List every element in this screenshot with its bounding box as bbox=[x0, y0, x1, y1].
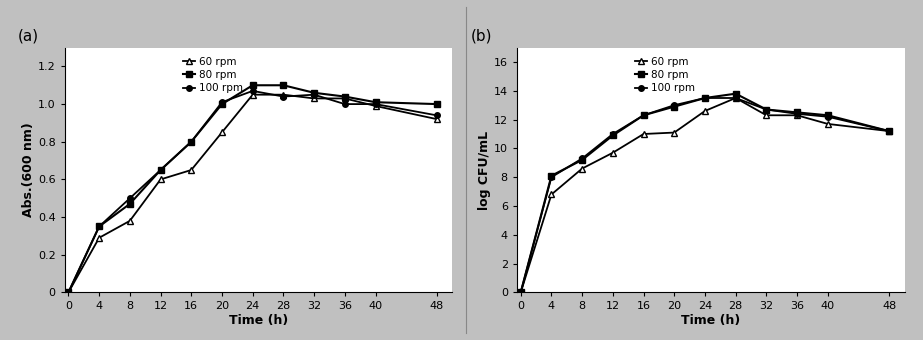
Text: (a): (a) bbox=[18, 28, 39, 43]
100 rpm bbox=[607, 132, 618, 136]
60 rpm bbox=[63, 290, 74, 294]
100 rpm bbox=[638, 113, 649, 117]
60 rpm bbox=[247, 92, 258, 97]
100 rpm bbox=[125, 196, 136, 200]
Legend: 60 rpm, 80 rpm, 100 rpm: 60 rpm, 80 rpm, 100 rpm bbox=[630, 53, 700, 97]
80 rpm bbox=[308, 91, 319, 95]
80 rpm bbox=[431, 102, 442, 106]
80 rpm bbox=[515, 290, 526, 294]
80 rpm bbox=[607, 133, 618, 137]
Line: 80 rpm: 80 rpm bbox=[518, 91, 892, 295]
60 rpm bbox=[883, 129, 894, 133]
100 rpm bbox=[792, 112, 803, 116]
60 rpm bbox=[577, 167, 588, 171]
80 rpm bbox=[545, 174, 557, 178]
100 rpm bbox=[545, 175, 557, 179]
100 rpm bbox=[822, 115, 833, 119]
80 rpm bbox=[216, 102, 227, 106]
80 rpm bbox=[340, 95, 351, 99]
80 rpm bbox=[577, 158, 588, 162]
60 rpm bbox=[93, 236, 104, 240]
Line: 100 rpm: 100 rpm bbox=[66, 88, 439, 295]
60 rpm bbox=[607, 151, 618, 155]
80 rpm bbox=[93, 224, 104, 228]
80 rpm bbox=[761, 107, 772, 112]
100 rpm bbox=[515, 290, 526, 294]
Line: 100 rpm: 100 rpm bbox=[518, 95, 892, 295]
60 rpm bbox=[216, 130, 227, 134]
80 rpm bbox=[668, 105, 679, 109]
100 rpm bbox=[340, 102, 351, 106]
60 rpm bbox=[761, 113, 772, 117]
100 rpm bbox=[370, 102, 381, 106]
100 rpm bbox=[700, 96, 711, 100]
80 rpm bbox=[247, 83, 258, 87]
60 rpm bbox=[668, 131, 679, 135]
100 rpm bbox=[668, 103, 679, 107]
60 rpm bbox=[822, 122, 833, 126]
80 rpm bbox=[883, 129, 894, 133]
60 rpm bbox=[545, 192, 557, 197]
80 rpm bbox=[155, 168, 166, 172]
100 rpm bbox=[431, 113, 442, 117]
100 rpm bbox=[63, 290, 74, 294]
100 rpm bbox=[93, 224, 104, 228]
Line: 60 rpm: 60 rpm bbox=[518, 95, 892, 295]
60 rpm bbox=[155, 177, 166, 182]
80 rpm bbox=[278, 83, 289, 87]
Legend: 60 rpm, 80 rpm, 100 rpm: 60 rpm, 80 rpm, 100 rpm bbox=[178, 53, 247, 97]
100 rpm bbox=[278, 95, 289, 99]
X-axis label: Time (h): Time (h) bbox=[229, 314, 288, 327]
60 rpm bbox=[792, 113, 803, 117]
Line: 80 rpm: 80 rpm bbox=[66, 83, 439, 295]
100 rpm bbox=[761, 107, 772, 112]
100 rpm bbox=[730, 96, 741, 100]
Y-axis label: Abs.(600 nm): Abs.(600 nm) bbox=[22, 123, 35, 217]
80 rpm bbox=[730, 92, 741, 96]
100 rpm bbox=[883, 129, 894, 133]
80 rpm bbox=[125, 202, 136, 206]
100 rpm bbox=[155, 168, 166, 172]
60 rpm bbox=[308, 97, 319, 101]
100 rpm bbox=[186, 140, 197, 144]
Line: 60 rpm: 60 rpm bbox=[66, 92, 439, 295]
80 rpm bbox=[186, 140, 197, 144]
60 rpm bbox=[186, 168, 197, 172]
60 rpm bbox=[638, 132, 649, 136]
60 rpm bbox=[125, 219, 136, 223]
100 rpm bbox=[247, 89, 258, 93]
80 rpm bbox=[792, 110, 803, 115]
60 rpm bbox=[370, 104, 381, 108]
Y-axis label: log CFU/mL: log CFU/mL bbox=[478, 131, 491, 209]
100 rpm bbox=[216, 100, 227, 104]
100 rpm bbox=[577, 156, 588, 160]
60 rpm bbox=[730, 96, 741, 100]
60 rpm bbox=[700, 109, 711, 113]
80 rpm bbox=[370, 100, 381, 104]
80 rpm bbox=[822, 113, 833, 117]
60 rpm bbox=[278, 92, 289, 97]
60 rpm bbox=[431, 117, 442, 121]
Text: (b): (b) bbox=[471, 28, 492, 43]
60 rpm bbox=[515, 290, 526, 294]
100 rpm bbox=[308, 92, 319, 97]
60 rpm bbox=[340, 97, 351, 101]
80 rpm bbox=[63, 290, 74, 294]
80 rpm bbox=[638, 113, 649, 117]
80 rpm bbox=[700, 96, 711, 100]
X-axis label: Time (h): Time (h) bbox=[681, 314, 740, 327]
